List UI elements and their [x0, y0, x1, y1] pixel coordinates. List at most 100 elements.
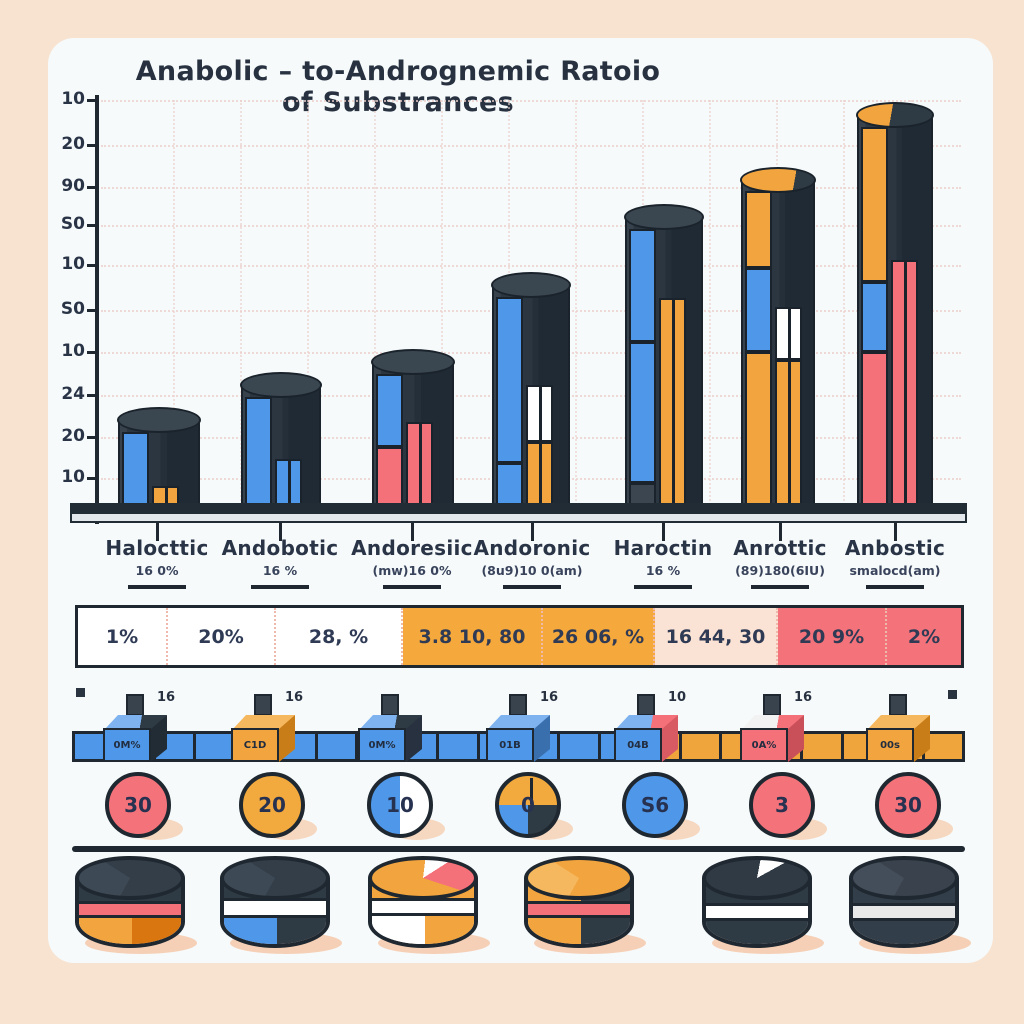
- circle-face: 30: [105, 772, 171, 838]
- strip-cell: 28, %: [276, 608, 403, 665]
- circle-face: S6: [622, 772, 688, 838]
- disk-layer: [853, 917, 955, 944]
- grid-line-vertical: [575, 100, 577, 505]
- circle-value: 20: [258, 793, 286, 817]
- bar-cylinder: [117, 407, 201, 508]
- y-axis-label: 10: [61, 341, 85, 361]
- bar-top-cap: [117, 407, 201, 433]
- x-axis-tick: [531, 523, 534, 541]
- category-sublabel: 16 0%: [135, 563, 179, 578]
- grid-line-vertical: [441, 100, 443, 505]
- cube-knob: [763, 694, 781, 716]
- grid-line-vertical: [843, 100, 845, 505]
- category-name: Andoresiic: [351, 536, 473, 560]
- bar-top-cap: [624, 204, 704, 230]
- cube-top-face: [232, 715, 295, 730]
- category-name: Haroctin: [613, 536, 713, 560]
- bar-middle-stripes: [775, 360, 802, 508]
- y-axis-tick: [87, 264, 96, 267]
- grid-line-vertical: [307, 100, 309, 505]
- disk-top-face: [368, 856, 478, 900]
- bar-cylinder: [371, 349, 455, 508]
- category-name: Andoronic: [473, 536, 591, 560]
- cube-front-face: 00s: [866, 728, 914, 762]
- y-axis-label: 20: [61, 426, 85, 446]
- track-cube: 16 C1D: [231, 690, 309, 762]
- x-axis-tick: [662, 523, 665, 541]
- cube-side-face: [914, 715, 930, 762]
- disk-layer: [853, 903, 955, 918]
- disk-layer: [706, 917, 808, 944]
- disk-body: [220, 878, 330, 948]
- category-underline: [634, 585, 692, 589]
- bar-left-segment: [629, 229, 656, 342]
- x-axis-label: Andoresiic (mw)16 0%: [327, 536, 497, 589]
- track-segment: [924, 734, 962, 759]
- value-circle: 20: [239, 772, 317, 840]
- disk-layer: [706, 903, 808, 918]
- y-axis-label: 90: [61, 176, 85, 196]
- disk-layer: [528, 915, 630, 944]
- cube-knob: [254, 694, 272, 716]
- y-axis-line: [95, 95, 99, 524]
- x-axis-label: Haroctin 16 %: [578, 536, 748, 589]
- bar-left-segment: [745, 191, 772, 268]
- category-underline: [128, 585, 186, 589]
- x-axis-tick: [411, 523, 414, 541]
- percentage-strip: 1% 20% 28, % 3.8 10, 80 26 06, % 16 44, 30 20 …: [75, 605, 964, 668]
- strip-cell: 20 9%: [778, 608, 887, 665]
- y-axis-label: 24: [61, 384, 85, 404]
- value-circle: 10: [367, 772, 445, 840]
- cube-top-face: [487, 715, 550, 730]
- strip-cell: 1%: [78, 608, 168, 665]
- cube-knob: [126, 694, 144, 716]
- strip-cell: 26 06, %: [543, 608, 655, 665]
- x-axis-tick: [279, 523, 282, 541]
- y-axis-tick: [87, 394, 96, 397]
- bar-middle-stripes: [775, 307, 802, 360]
- y-axis-tick: [87, 351, 96, 354]
- x-axis-label: Anbostic smalocd(am): [810, 536, 980, 589]
- stacked-disk: [702, 856, 824, 954]
- cube-front-face: 0M%: [358, 728, 406, 762]
- cube-number: 10: [668, 690, 687, 705]
- bar-top-cap: [491, 272, 571, 298]
- circle-face: 0: [495, 772, 561, 838]
- track-segment: [439, 734, 480, 759]
- category-sublabel: (mw)16 0%: [372, 563, 452, 578]
- cube-side-face: [788, 715, 804, 762]
- disk-layer: [372, 898, 474, 913]
- bar-left-segment: [861, 127, 888, 282]
- category-name: Anbostic: [844, 536, 946, 560]
- track-segment: [681, 734, 723, 759]
- stacked-disk: [524, 856, 646, 954]
- category-name: Andobotic: [221, 536, 339, 560]
- grid-line-vertical: [374, 100, 376, 505]
- track-end-marker: [76, 688, 85, 697]
- grid-line-vertical: [173, 100, 175, 505]
- value-circle: 3: [749, 772, 827, 840]
- bar-left-segment: [745, 268, 772, 352]
- track-end-marker: [948, 690, 957, 699]
- bar-cylinder: [856, 102, 934, 508]
- cube-top-face: [741, 715, 804, 730]
- x-axis-label: Anrottic (89)180(6IU): [695, 536, 865, 589]
- bar-middle-stripes: [275, 459, 302, 508]
- bar-left-segment: [376, 447, 403, 508]
- bar-cylinder: [240, 372, 322, 508]
- disk-layer: [224, 898, 326, 916]
- y-axis-label: S0: [60, 299, 85, 319]
- x-axis-label: Halocttic 16 0%: [72, 536, 242, 589]
- stacked-disk: [368, 856, 490, 954]
- grid-line-horizontal: [101, 100, 961, 102]
- track-cube: 00s: [866, 692, 944, 762]
- circle-value: S6: [640, 793, 670, 817]
- circle-face: 30: [875, 772, 941, 838]
- bar-left-segment: [745, 352, 772, 508]
- y-axis-tick: [87, 144, 96, 147]
- category-sublabel: (8u9)10 0(am): [481, 563, 583, 578]
- circle-value: 3: [775, 793, 789, 817]
- circle-face: 3: [749, 772, 815, 838]
- disk-top-face: [220, 856, 330, 900]
- disk-top-face: [849, 856, 959, 900]
